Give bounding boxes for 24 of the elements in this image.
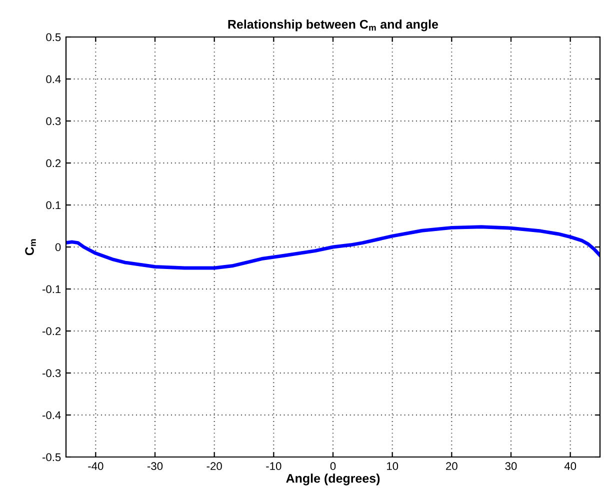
x-tick-label: 10 xyxy=(387,462,398,470)
x-axis-title: Angle (degrees) xyxy=(286,474,380,486)
y-tick-label: -0.1 xyxy=(42,285,61,294)
x-tick-label: -20 xyxy=(206,462,222,470)
x-tick-label: 0 xyxy=(330,462,336,470)
y-tick-label: -0.2 xyxy=(42,327,61,336)
y-tick-label: -0.4 xyxy=(42,411,61,420)
x-tick-label: 40 xyxy=(564,462,576,470)
x-tick-label: 30 xyxy=(505,462,517,470)
y-tick-label: 0.1 xyxy=(46,201,61,210)
x-tick-label: -30 xyxy=(147,462,163,470)
x-tick-label: -40 xyxy=(88,462,104,470)
y-tick-label: 0.4 xyxy=(46,75,61,84)
y-tick-label: -0.5 xyxy=(42,453,61,462)
x-tick-label: -10 xyxy=(266,462,282,470)
x-tick-label: 20 xyxy=(446,462,458,470)
y-tick-label: 0.5 xyxy=(46,33,61,42)
y-tick-label: 0 xyxy=(55,243,61,252)
chart-title: Relationship between C$_{m}$ and angle xyxy=(228,20,438,32)
line-series xyxy=(66,225,600,270)
y-tick-label: -0.3 xyxy=(42,369,61,378)
y-tick-label: 0.3 xyxy=(46,117,61,126)
y-axis-title: C$_{m}$ xyxy=(25,239,36,256)
y-tick-label: 0.2 xyxy=(46,159,61,168)
